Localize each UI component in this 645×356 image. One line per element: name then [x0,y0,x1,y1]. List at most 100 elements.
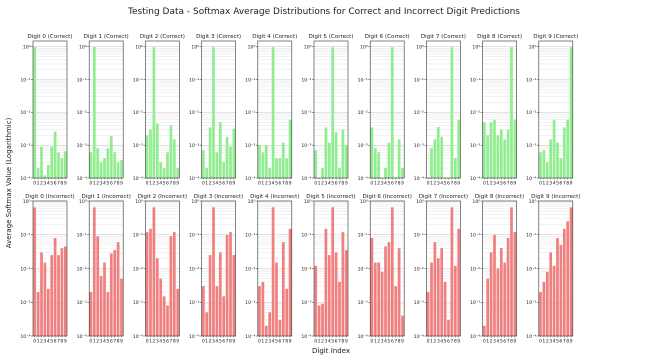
subplot-incorrect-digit-4: 10⁻⁴ 10⁻³ 10⁻² 10⁻¹ 10⁰ 0 1 2 3 4 5 6 7 8 9 Digit 4 (In… [245,194,299,345]
bar-digit-1 [430,148,433,178]
bar-digit-4 [327,255,331,336]
axes-frame [145,40,180,179]
x-tick-label: 7 [563,339,566,345]
subplot-title: Digit 2 (Correct) [140,34,185,40]
x-tick-label: 0 [202,181,205,187]
bar-digit-5 [387,142,391,178]
x-tick-label: 4 [272,181,275,187]
bar-digit-8 [566,119,570,178]
subplot-title: Digit 6 (Incorrect) [362,194,411,200]
x-tick-label: 5 [556,181,559,187]
bar-digit-0 [145,232,149,336]
y-tick-label: 10⁻³ [301,143,311,149]
y-tick-label: 10⁻¹ [189,77,199,83]
x-tick-label: 0 [146,339,149,345]
x-tick-label: 1 [37,339,40,345]
bar-digit-4 [215,286,219,336]
bar-digit-3 [212,47,215,178]
y-tick-label: 10⁻¹ [526,233,536,239]
x-tick-label: 4 [272,339,275,345]
bar-digit-6 [166,152,169,178]
x-tick-label: 7 [338,339,341,345]
bar-digit-3 [43,175,47,178]
x-tick-label: 2 [490,181,493,187]
x-tick-label: 3 [156,339,159,345]
subplot-title: Digit 0 (Correct) [27,34,72,40]
x-tick-label: 8 [285,181,288,187]
bar-digit-1 [486,278,490,336]
x-tick-label: 7 [282,181,285,187]
bar-digit-2 [377,262,381,336]
y-tick-label: 10⁻⁴ [470,334,480,340]
y-tick-label: 10⁻³ [470,300,480,306]
x-tick-label: 6 [54,181,57,187]
y-tick-label: 10⁻⁴ [358,176,368,182]
x-tick-label: 9 [401,339,404,345]
bar-digit-6 [278,319,282,336]
x-tick-label: 0 [370,181,373,187]
x-tick-label: 3 [43,181,46,187]
x-tick-label: 8 [454,181,457,187]
bar-digit-5 [331,47,335,178]
bar-digit-4 [384,246,387,336]
axes-frame [201,200,236,337]
bar-digit-1 [205,312,209,336]
x-tick-label: 1 [261,339,264,345]
subplot-incorrect-digit-7: 10⁻⁴ 10⁻³ 10⁻² 10⁻¹ 10⁰ 0 1 2 3 4 5 6 7 8 9 Digit 7 (In… [414,194,468,345]
bar-digit-7 [225,234,229,336]
x-tick-label: 2 [377,181,380,187]
x-tick-label: 5 [444,339,447,345]
y-tick-label: 10⁻⁴ [245,176,255,182]
x-tick-label: 1 [486,181,489,187]
bar-digit-5 [162,168,166,178]
x-tick-label: 2 [265,339,268,345]
x-tick-label: 7 [57,339,60,345]
bar-digit-9 [344,250,348,336]
bar-digit-2 [489,252,493,336]
x-tick-label: 1 [37,181,40,187]
bar-digit-1 [317,305,321,336]
x-tick-label: 1 [430,339,433,345]
axes-frame [32,40,68,179]
bar-digit-3 [493,234,496,336]
bar-digit-9 [344,145,348,178]
x-tick-label: 5 [219,181,222,187]
bar-digit-9 [401,315,404,336]
bar-digit-6 [559,158,563,178]
bar-digit-2 [321,303,324,336]
y-tick-label: 10⁻⁴ [133,176,143,182]
x-tick-label: 6 [503,181,506,187]
subplot-correct-digit-0: 10⁻⁴ 10⁻³ 10⁻² 10⁻¹ 10⁰ 0 1 2 3 4 5 6 7 8 9 Digit 0 (Co… [20,34,72,187]
bar-digit-8 [229,146,232,178]
y-tick-label: 10⁻³ [358,300,368,306]
bar-digit-4 [271,207,275,336]
bar-digit-2 [96,148,100,178]
axes-frame [201,40,236,179]
x-tick-label: 4 [553,339,556,345]
bar-digit-7 [281,242,285,336]
x-tick-label: 7 [507,339,510,345]
bar-digit-0 [539,152,542,178]
x-tick-label: 4 [159,181,162,187]
y-tick-label: 10⁰ [135,45,143,51]
x-tick-label: 2 [96,339,99,345]
x-tick-label: 1 [205,339,208,345]
x-tick-label: 3 [212,339,215,345]
x-tick-label: 3 [381,339,384,345]
axes-frame [32,200,68,337]
subplot-title: Digit 1 (Correct) [84,34,129,40]
x-tick-label: 0 [370,339,373,345]
x-tick-label: 4 [328,339,331,345]
subplot-incorrect-digit-2: 10⁻⁴ 10⁻³ 10⁻² 10⁻¹ 10⁰ 0 1 2 3 4 5 6 7 8 9 Digit 2 (In… [133,194,187,345]
y-tick-label: 10⁻³ [526,143,536,149]
x-tick-label: 2 [546,339,549,345]
y-tick-label: 10⁻³ [20,300,30,306]
y-tick-label: 10⁻³ [189,300,199,306]
y-tick-label: 10⁻¹ [20,77,30,83]
subplot-correct-digit-1: 10⁻⁴ 10⁻³ 10⁻² 10⁻¹ 10⁰ 0 1 2 3 4 5 6 7 8 9 Digit 1 (Co… [77,34,129,187]
x-tick-label: 0 [314,181,317,187]
y-tick-label: 10⁻¹ [133,77,143,83]
x-tick-label: 1 [149,181,152,187]
x-tick-label: 8 [285,339,288,345]
y-tick-label: 10⁰ [360,199,368,205]
